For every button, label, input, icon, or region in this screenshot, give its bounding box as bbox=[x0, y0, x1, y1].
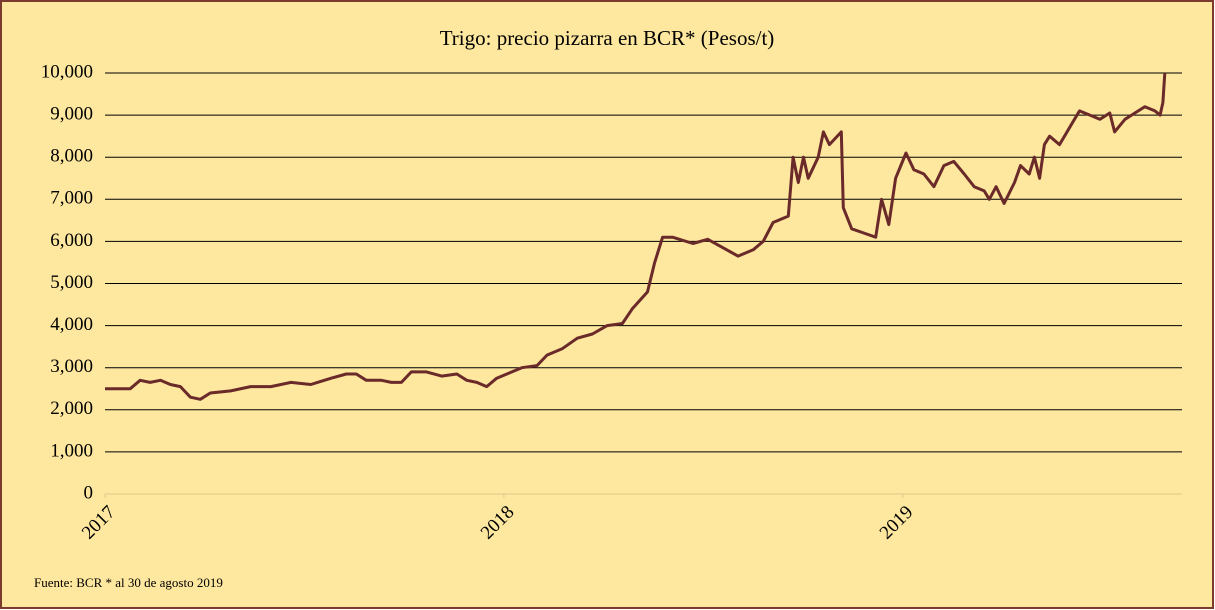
y-tick-label: 7,000 bbox=[50, 188, 93, 209]
price-line bbox=[105, 72, 1167, 401]
y-tick-label: 5,000 bbox=[50, 272, 93, 293]
source-note: Fuente: BCR * al 30 de agosto 2019 bbox=[34, 575, 223, 590]
y-tick-label: 10,000 bbox=[41, 61, 93, 82]
y-tick-label: 6,000 bbox=[50, 230, 93, 251]
y-tick-label: 1,000 bbox=[50, 440, 93, 461]
y-tick-label: 9,000 bbox=[50, 103, 93, 124]
y-tick-label: 0 bbox=[84, 482, 94, 503]
y-tick-label: 4,000 bbox=[50, 314, 93, 335]
y-tick-label: 2,000 bbox=[50, 398, 93, 419]
y-tick-label: 3,000 bbox=[50, 356, 93, 377]
chart-title: Trigo: precio pizarra en BCR* (Pesos/t) bbox=[440, 26, 775, 50]
y-tick-label: 8,000 bbox=[50, 146, 93, 167]
